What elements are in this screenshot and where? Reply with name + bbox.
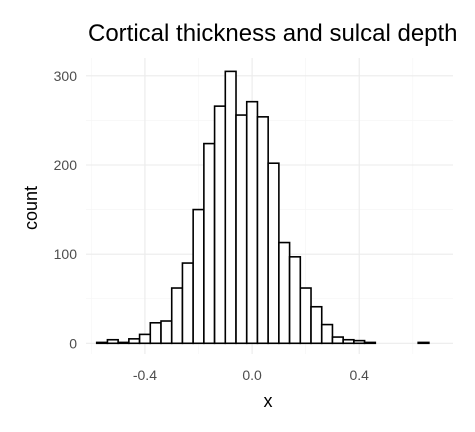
y-tick-label: 0 <box>69 335 77 351</box>
histogram-bar <box>267 162 280 345</box>
histogram-bar <box>288 256 302 345</box>
histogram-bar <box>170 287 184 345</box>
histogram-bar <box>224 70 237 345</box>
histogram-bar <box>353 339 366 345</box>
histogram-bar <box>256 116 269 345</box>
histogram-bar <box>235 114 248 345</box>
histogram-bar <box>245 100 259 345</box>
histogram-bars <box>95 70 430 345</box>
tick-labels: -0.4 0.0 0.4 0 100 200 300 <box>54 68 370 383</box>
histogram-bar <box>117 341 130 345</box>
histogram-bar <box>310 305 323 345</box>
histogram-bar <box>331 336 344 345</box>
y-tick-label: 300 <box>54 68 78 84</box>
x-tick-label: 0.0 <box>242 367 262 383</box>
x-tick-label: -0.4 <box>133 367 157 383</box>
y-tick-label: 200 <box>54 157 78 173</box>
histogram-bar <box>149 321 162 345</box>
histogram-bar <box>299 287 312 345</box>
histogram-bar <box>203 142 216 345</box>
histogram-bar <box>417 341 430 345</box>
histogram-bar <box>320 323 334 345</box>
histogram-bar <box>342 338 355 345</box>
histogram-bar <box>181 262 194 345</box>
histogram-bar <box>278 241 291 345</box>
histogram-bar <box>192 208 205 345</box>
histogram-bar <box>138 333 152 345</box>
histogram-bar <box>160 320 173 345</box>
y-axis-title: count <box>21 186 41 230</box>
chart-title: Cortical thickness and sulcal depth <box>88 20 458 47</box>
histogram-bar <box>213 105 227 345</box>
histogram-bar <box>95 341 109 345</box>
x-tick-label: 0.4 <box>350 367 370 383</box>
y-tick-label: 100 <box>54 246 78 262</box>
histogram-bar <box>363 341 377 345</box>
histogram-bar <box>106 338 119 345</box>
x-axis-title: x <box>264 391 273 411</box>
histogram-bar <box>128 338 141 345</box>
